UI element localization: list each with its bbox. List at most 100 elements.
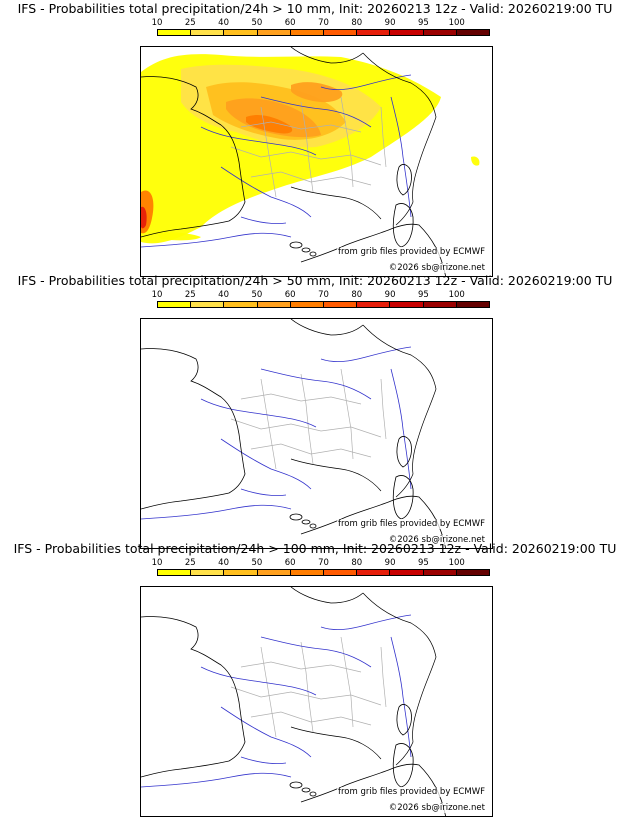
legend-tick-label: 60 xyxy=(284,290,296,300)
legend-swatch xyxy=(324,570,358,575)
legend-swatch xyxy=(224,30,258,35)
admin-boundary xyxy=(300,641,314,733)
source-credit: from grib files provided by ECMWF xyxy=(337,519,486,529)
coastline xyxy=(290,319,364,336)
coastline xyxy=(141,616,246,778)
panel-title: IFS - Probabilities total precipitation/… xyxy=(13,541,617,556)
admin-boundary xyxy=(230,686,382,706)
legend-swatch xyxy=(290,30,325,35)
legend-tick-label: 50 xyxy=(251,18,263,28)
river xyxy=(141,504,292,520)
precip-area xyxy=(226,98,321,138)
balearic-island xyxy=(289,241,303,249)
legend-swatch xyxy=(191,570,225,575)
legend-bar xyxy=(157,569,490,576)
map-france: from grib files provided by ECMWF ©2026 … xyxy=(140,46,493,277)
legend-tick-label: 80 xyxy=(351,290,363,300)
legend-tick-label: 100 xyxy=(448,290,465,300)
legend-tick-label: 90 xyxy=(384,18,396,28)
legend-tick-label: 40 xyxy=(218,558,230,568)
legend-tick-label: 60 xyxy=(284,558,296,568)
legend-bar xyxy=(157,29,490,36)
coastline xyxy=(290,47,364,64)
admin-boundary xyxy=(250,443,372,458)
admin-boundary xyxy=(260,646,277,738)
admin-boundary xyxy=(250,711,372,726)
legend-swatch xyxy=(224,302,258,307)
legend-tick-label: 90 xyxy=(384,290,396,300)
legend-swatch xyxy=(423,302,457,307)
color-legend: 10 25 40 50 60 70 80 90 95 100 xyxy=(152,290,490,320)
map-svg xyxy=(141,47,480,276)
legend-swatch xyxy=(257,570,291,575)
admin-boundary xyxy=(240,121,362,133)
river xyxy=(220,706,312,758)
corsica-outline xyxy=(396,704,412,736)
admin-boundary xyxy=(380,378,387,440)
admin-boundary xyxy=(380,106,387,168)
admin-boundary xyxy=(230,146,382,166)
admin-boundary xyxy=(340,368,354,460)
legend-tick-label: 70 xyxy=(318,18,329,28)
balearic-island xyxy=(309,523,317,529)
legend-tick-label: 10 xyxy=(151,558,163,568)
river xyxy=(240,488,287,497)
river xyxy=(220,166,312,218)
panel-title: IFS - Probabilities total precipitation/… xyxy=(17,273,613,288)
river xyxy=(260,368,372,400)
legend-swatch xyxy=(357,570,391,575)
legend-swatch xyxy=(290,302,325,307)
source-credit: from grib files provided by ECMWF xyxy=(337,787,486,797)
legend-swatch xyxy=(158,30,192,35)
country-border xyxy=(290,52,437,226)
river xyxy=(220,438,312,490)
legend-tick-label: 80 xyxy=(351,18,363,28)
river xyxy=(240,216,287,225)
country-border xyxy=(290,324,437,498)
river xyxy=(200,398,317,428)
legend-swatch xyxy=(456,570,490,575)
sardinia-outline xyxy=(392,203,414,248)
legend-tick-label: 95 xyxy=(417,290,429,300)
admin-boundary xyxy=(340,96,354,188)
legend-ticks: 10 25 40 50 60 70 80 90 95 100 xyxy=(152,18,490,29)
map-panel-100mm: IFS - Probabilities total precipitation/… xyxy=(0,540,630,817)
precip-area xyxy=(156,232,201,241)
legend-tick-label: 40 xyxy=(218,18,230,28)
corsica-outline xyxy=(396,436,412,468)
admin-boundary xyxy=(380,646,387,708)
river xyxy=(200,126,317,156)
legend-swatch xyxy=(158,302,192,307)
map-france: from grib files provided by ECMWF ©2026 … xyxy=(140,318,493,549)
legend-tick-label: 50 xyxy=(251,290,263,300)
legend-swatch xyxy=(191,302,225,307)
admin-boundary xyxy=(240,393,362,405)
legend-swatch xyxy=(357,30,391,35)
legend-tick-label: 25 xyxy=(184,558,196,568)
legend-swatch xyxy=(257,302,291,307)
balearic-island xyxy=(301,787,311,793)
legend-swatch xyxy=(290,570,325,575)
color-legend: 10 25 40 50 60 70 80 90 95 100 xyxy=(152,18,490,48)
legend-swatch xyxy=(390,302,424,307)
river xyxy=(320,614,412,631)
panel-title: IFS - Probabilities total precipitation/… xyxy=(17,1,613,16)
copyright-credit: ©2026 sb@irizone.net xyxy=(387,535,486,545)
precip-area xyxy=(141,206,147,229)
river xyxy=(320,346,412,363)
country-border xyxy=(290,592,437,766)
legend-swatch xyxy=(158,570,192,575)
legend-swatch xyxy=(456,302,490,307)
river xyxy=(320,74,412,91)
legend-swatch xyxy=(390,30,424,35)
legend-tick-label: 95 xyxy=(417,18,429,28)
map-svg xyxy=(141,319,446,548)
legend-tick-label: 70 xyxy=(318,558,329,568)
legend-swatch xyxy=(390,570,424,575)
map-svg xyxy=(141,587,446,816)
legend-swatch xyxy=(324,302,358,307)
river xyxy=(260,96,372,128)
legend-tick-label: 40 xyxy=(218,290,230,300)
legend-swatch xyxy=(324,30,358,35)
color-legend: 10 25 40 50 60 70 80 90 95 100 xyxy=(152,558,490,588)
